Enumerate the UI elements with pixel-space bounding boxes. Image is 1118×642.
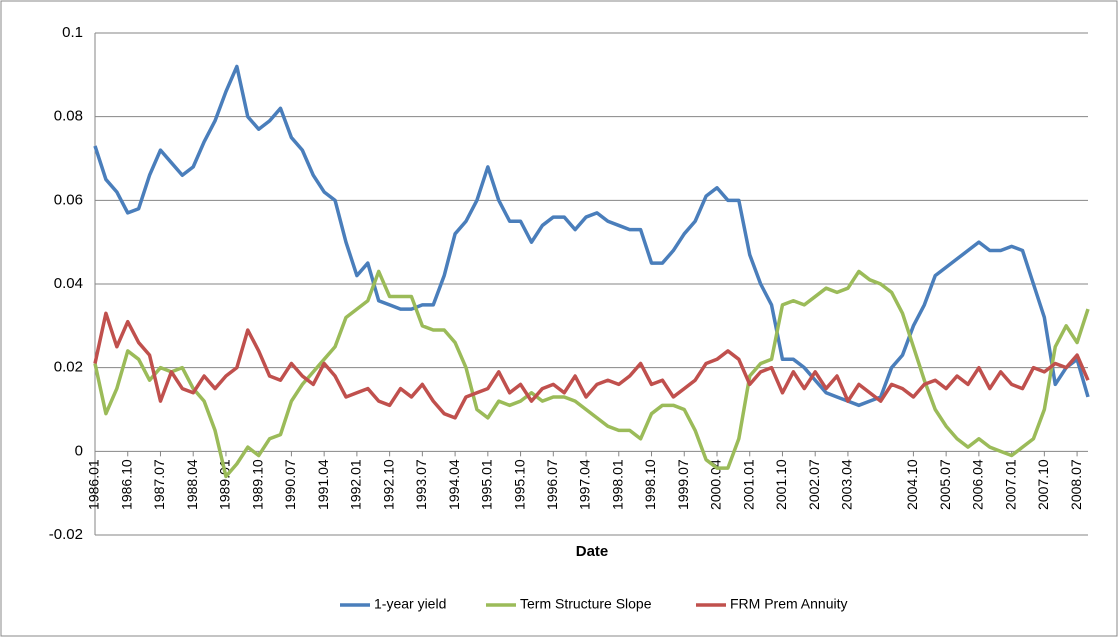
x-tick-label: 1995.10: [511, 459, 527, 510]
x-tick-label: 2002.07: [806, 459, 822, 510]
x-tick-label: 2007.10: [1035, 459, 1051, 510]
legend-label: 1-year yield: [374, 596, 446, 612]
y-tick-label: 0.1: [62, 24, 83, 41]
x-tick-label: 1996.07: [544, 459, 560, 510]
x-tick-label: 2004.10: [904, 459, 920, 510]
x-tick-label: 1991.04: [315, 459, 331, 510]
x-tick-label: 2007.01: [1002, 459, 1018, 510]
y-tick-label: 0.08: [54, 108, 83, 125]
y-tick-label: 0.06: [54, 191, 83, 208]
y-tick-label: 0.04: [54, 275, 83, 292]
x-tick-label: 1995.01: [479, 459, 495, 510]
series-line: [93, 269, 1090, 479]
x-tick-label: 2006.04: [970, 459, 986, 510]
x-tick-label: 2001.01: [740, 459, 756, 510]
x-tick-label: 1997.04: [577, 459, 593, 510]
x-tick-label: 1989.10: [249, 459, 265, 510]
x-tick-label: 2005.07: [937, 459, 953, 510]
x-tick-label: 2003.04: [839, 459, 855, 510]
legend-label: FRM Prem Annuity: [730, 596, 847, 612]
y-tick-label: 0: [75, 442, 83, 459]
x-tick-label: 1999.07: [675, 459, 691, 510]
y-tick-label: 0.02: [54, 359, 83, 376]
x-tick-label: 1992.01: [348, 459, 364, 510]
x-tick-label: 2001.10: [773, 459, 789, 510]
y-tick-label: -0.02: [49, 526, 83, 543]
x-tick-label: 1992.10: [380, 459, 396, 510]
x-tick-label: 1990.07: [282, 459, 298, 510]
x-tick-label: 2008.07: [1068, 459, 1084, 510]
x-tick-label: 1994.04: [446, 459, 462, 510]
x-tick-label: 1998.10: [642, 459, 658, 510]
series-line: [93, 64, 1090, 408]
x-tick-label: 1993.07: [413, 459, 429, 510]
x-tick-label: 1988.04: [184, 459, 200, 510]
x-tick-label: 1986.10: [118, 459, 134, 510]
x-tick-label: 1998.01: [609, 459, 625, 510]
x-tick-label: 2000.04: [708, 459, 724, 510]
x-axis-title: Date: [576, 543, 609, 560]
legend-label: Term Structure Slope: [520, 596, 652, 612]
series-line: [93, 311, 1090, 420]
x-tick-label: 1987.07: [151, 459, 167, 510]
x-tick-label: 1986.01: [86, 459, 102, 510]
